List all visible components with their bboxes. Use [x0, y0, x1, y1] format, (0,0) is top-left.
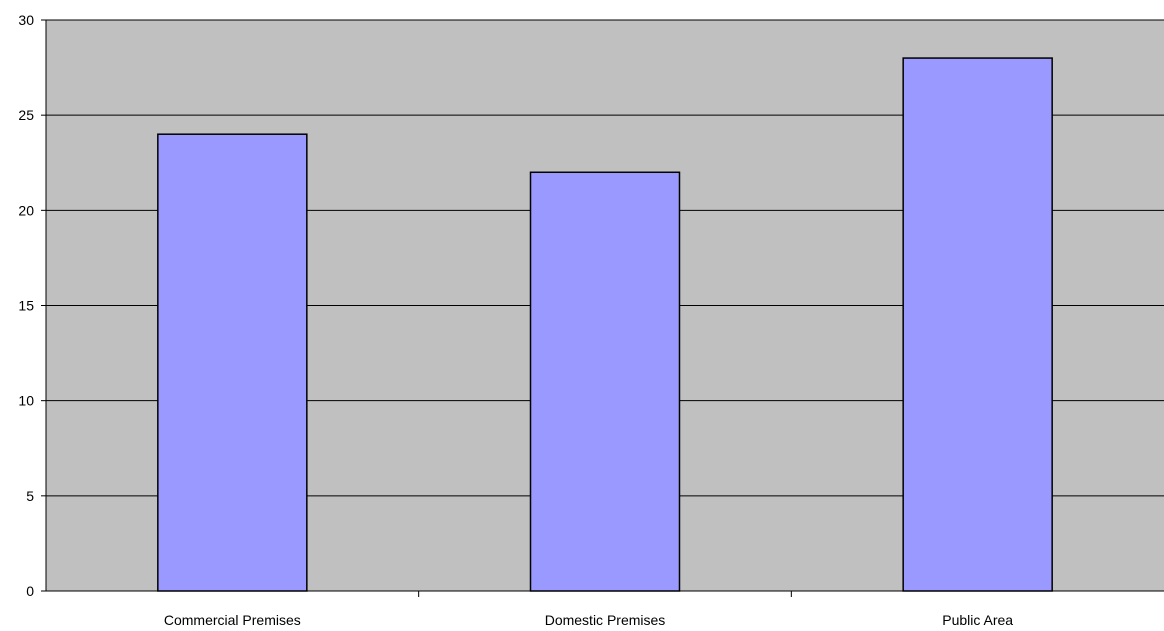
- y-tick-label: 20: [18, 202, 34, 218]
- x-tick-label: Domestic Premises: [545, 612, 666, 628]
- y-tick-label: 0: [26, 583, 34, 599]
- y-tick-label: 5: [26, 488, 34, 504]
- y-tick-label: 25: [18, 107, 34, 123]
- axes: [41, 19, 1164, 597]
- bar: [902, 57, 1053, 592]
- bar: [529, 171, 681, 592]
- y-tick-label: 15: [18, 298, 34, 314]
- y-tick-label: 30: [18, 12, 34, 28]
- y-axis-tick-labels: 0 5 10 15 20 25 30: [18, 12, 34, 599]
- x-tick-label: Public Area: [942, 612, 1013, 628]
- y-tick-label: 10: [18, 393, 34, 409]
- bar: [157, 133, 308, 592]
- x-tick-label: Commercial Premises: [164, 612, 301, 628]
- bars: [157, 57, 1053, 592]
- x-axis-tick-labels: Commercial Premises Domestic Premises Publ…: [164, 612, 1013, 628]
